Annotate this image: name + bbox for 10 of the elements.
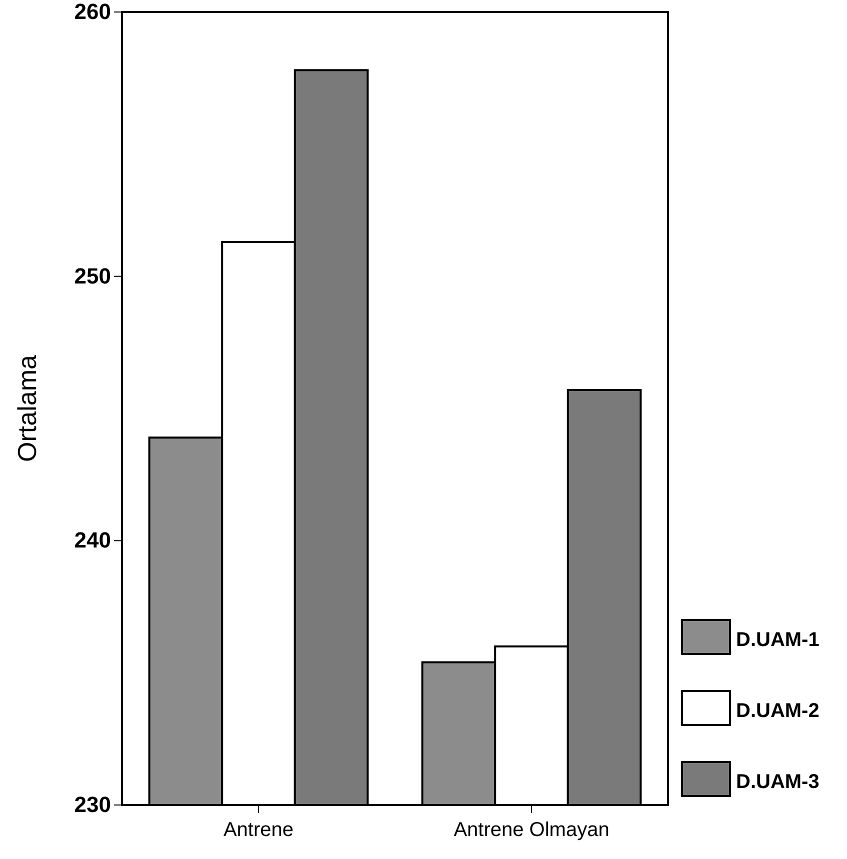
legend-label: D.UAM-3 [736, 771, 820, 793]
y-tick-label: 250 [74, 263, 111, 288]
y-tick-label: 230 [74, 792, 111, 818]
y-axis-title: Ortalama [12, 354, 42, 462]
y-tick-label: 240 [74, 528, 111, 553]
x-tick-label: Antrene [223, 819, 294, 841]
legend-label: D.UAM-1 [736, 629, 820, 651]
legend-label: D.UAM-2 [736, 700, 820, 722]
x-tick-label: Antrene Olmayan [454, 819, 610, 841]
y-tick-label: 260 [74, 0, 111, 24]
